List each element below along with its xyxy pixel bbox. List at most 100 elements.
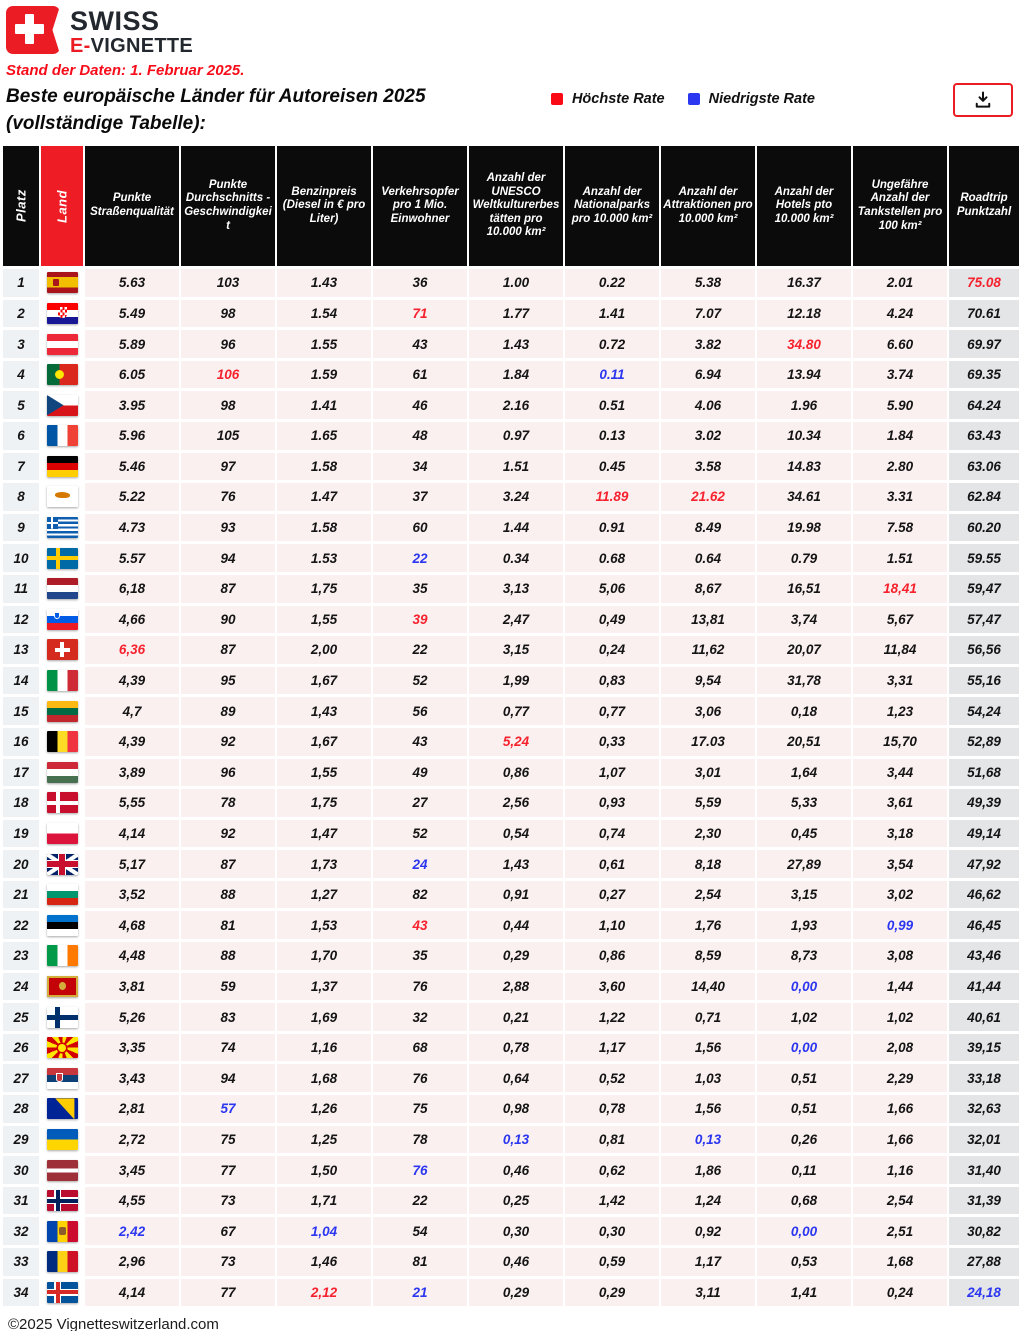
table-row: 14 4,39 95 1,67 52 1,99 0,83 9,54 31,78 3,31 55,16 <box>3 666 1020 695</box>
value-cell: 1,75 <box>277 789 371 817</box>
value-cell: 21 <box>373 1278 467 1307</box>
ro-flag-icon <box>46 1251 78 1273</box>
country-cell <box>41 758 83 787</box>
value-cell: 57 <box>181 1095 275 1123</box>
logo-text-evignette: E-VIGNETTE <box>70 34 194 57</box>
value-cell: 0.45 <box>565 452 659 481</box>
value-cell: 1,66 <box>853 1125 947 1154</box>
score-cell: 40,61 <box>949 1003 1019 1031</box>
value-cell: 0,83 <box>565 666 659 695</box>
value-cell: 13,81 <box>661 605 755 634</box>
value-cell: 93 <box>181 513 275 542</box>
rank-cell: 3 <box>3 330 39 358</box>
value-cell: 78 <box>373 1125 467 1154</box>
value-cell: 0,30 <box>469 1217 563 1246</box>
rank-cell: 26 <box>3 1033 39 1062</box>
value-cell: 1,17 <box>565 1033 659 1062</box>
rank-cell: 20 <box>3 850 39 878</box>
country-cell <box>41 1217 83 1246</box>
value-cell: 3.24 <box>469 483 563 511</box>
value-cell: 87 <box>181 850 275 878</box>
country-cell <box>41 636 83 664</box>
value-cell: 0,78 <box>469 1033 563 1062</box>
value-cell: 8.49 <box>661 513 755 542</box>
value-cell: 1,99 <box>469 666 563 695</box>
value-cell: 0,13 <box>661 1125 755 1154</box>
rank-cell: 21 <box>3 880 39 909</box>
table-row: 5 3.95 98 1.41 46 2.16 0.51 4.06 1.96 5.90 64.24 <box>3 391 1020 419</box>
value-cell: 61 <box>373 360 467 389</box>
value-cell: 4.24 <box>853 299 947 328</box>
value-cell: 5,33 <box>757 789 851 817</box>
value-cell: 1,41 <box>757 1278 851 1307</box>
pt-flag-icon <box>46 364 78 386</box>
download-icon <box>975 91 991 108</box>
country-cell <box>41 544 83 572</box>
value-cell: 0.11 <box>565 360 659 389</box>
value-cell: 5,55 <box>85 789 179 817</box>
value-cell: 3.74 <box>853 360 947 389</box>
table-row: 26 3,35 74 1,16 68 0,78 1,17 1,56 0,00 2,08 39,15 <box>3 1033 1020 1062</box>
value-cell: 1,26 <box>277 1095 371 1123</box>
country-cell <box>41 513 83 542</box>
value-cell: 39 <box>373 605 467 634</box>
hu-flag-icon <box>46 761 78 783</box>
page-header: SWISS E-VIGNETTE Stand der Daten: 1. Feb… <box>0 0 1023 138</box>
value-cell: 0,77 <box>565 697 659 725</box>
value-cell: 88 <box>181 942 275 970</box>
value-cell: 10.34 <box>757 421 851 450</box>
gr-flag-icon <box>46 517 78 539</box>
country-cell <box>41 850 83 878</box>
value-cell: 5.22 <box>85 483 179 511</box>
table-row: 20 5,17 87 1,73 24 1,43 0,61 8,18 27,89 3,54 47,92 <box>3 850 1020 878</box>
value-cell: 4,68 <box>85 911 179 940</box>
value-cell: 67 <box>181 1217 275 1246</box>
se-flag-icon <box>46 547 78 569</box>
value-cell: 0.79 <box>757 544 851 572</box>
value-cell: 1,67 <box>277 666 371 695</box>
download-button[interactable] <box>953 82 1013 117</box>
value-cell: 1.00 <box>469 269 563 297</box>
value-cell: 1,02 <box>757 1003 851 1031</box>
no-flag-icon <box>46 1190 78 1212</box>
me-flag-icon <box>46 975 78 997</box>
table-row: 30 3,45 77 1,50 76 0,46 0,62 1,86 0,11 1,16 31,40 <box>3 1156 1020 1184</box>
value-cell: 13.94 <box>757 360 851 389</box>
page-title: Beste europäische Länder für Autoreisen … <box>6 85 426 135</box>
value-cell: 3,01 <box>661 758 755 787</box>
value-cell: 0,30 <box>565 1217 659 1246</box>
score-cell: 31,40 <box>949 1156 1019 1184</box>
country-cell <box>41 483 83 511</box>
value-cell: 0,46 <box>469 1248 563 1276</box>
rank-cell: 1 <box>3 269 39 297</box>
value-cell: 2,96 <box>85 1248 179 1276</box>
value-cell: 46 <box>373 391 467 419</box>
value-cell: 1,93 <box>757 911 851 940</box>
score-cell: 60.20 <box>949 513 1019 542</box>
ba-flag-icon <box>46 1098 78 1120</box>
value-cell: 0.68 <box>565 544 659 572</box>
value-cell: 2,47 <box>469 605 563 634</box>
value-cell: 3,06 <box>661 697 755 725</box>
si-flag-icon <box>46 608 78 630</box>
rank-cell: 23 <box>3 942 39 970</box>
value-cell: 0,24 <box>853 1278 947 1307</box>
value-cell: 8,59 <box>661 942 755 970</box>
value-cell: 1.53 <box>277 544 371 572</box>
rank-cell: 18 <box>3 789 39 817</box>
score-cell: 43,46 <box>949 942 1019 970</box>
value-cell: 0.72 <box>565 330 659 358</box>
value-cell: 0.13 <box>565 421 659 450</box>
value-cell: 1.58 <box>277 452 371 481</box>
score-cell: 69.35 <box>949 360 1019 389</box>
value-cell: 1,50 <box>277 1156 371 1184</box>
country-cell <box>41 972 83 1001</box>
value-cell: 0,92 <box>661 1217 755 1246</box>
fi-flag-icon <box>46 1006 78 1028</box>
country-cell <box>41 1186 83 1215</box>
value-cell: 82 <box>373 880 467 909</box>
value-cell: 1.55 <box>277 330 371 358</box>
lt-flag-icon <box>46 700 78 722</box>
value-cell: 1,10 <box>565 911 659 940</box>
score-cell: 57,47 <box>949 605 1019 634</box>
